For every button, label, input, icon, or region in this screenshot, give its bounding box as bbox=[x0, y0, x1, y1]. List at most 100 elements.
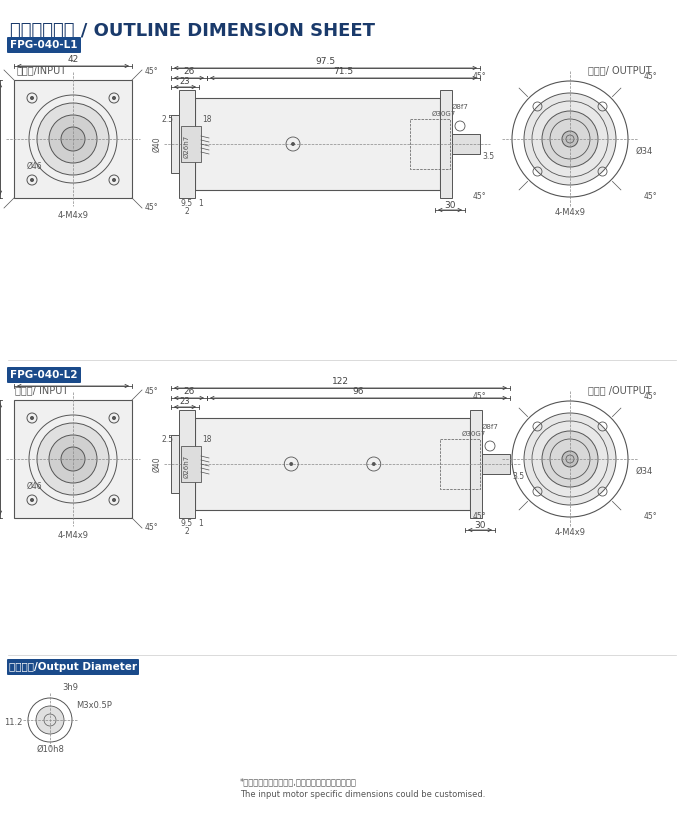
Text: Ø10h8: Ø10h8 bbox=[36, 745, 64, 754]
Bar bbox=[452, 134, 480, 154]
Circle shape bbox=[112, 178, 116, 182]
Circle shape bbox=[37, 423, 109, 495]
Text: 1: 1 bbox=[198, 519, 203, 528]
Text: 外形尺寸圖表 / OUTLINE DIMENSION SHEET: 外形尺寸圖表 / OUTLINE DIMENSION SHEET bbox=[10, 22, 375, 40]
Circle shape bbox=[291, 143, 295, 146]
Text: 45°: 45° bbox=[473, 192, 486, 201]
Text: 42: 42 bbox=[68, 376, 79, 385]
Text: 45°: 45° bbox=[473, 72, 486, 81]
Text: 9.5: 9.5 bbox=[181, 199, 193, 208]
Bar bbox=[470, 410, 482, 518]
Text: 11.2: 11.2 bbox=[3, 718, 22, 727]
Text: Ø40: Ø40 bbox=[152, 456, 161, 472]
Text: 42: 42 bbox=[68, 55, 79, 64]
Text: 2.5: 2.5 bbox=[161, 435, 173, 444]
Text: 輸入端/INPUT: 輸入端/INPUT bbox=[17, 65, 67, 75]
Text: 30: 30 bbox=[444, 200, 456, 209]
Circle shape bbox=[31, 178, 34, 182]
Text: M3x0.5P: M3x0.5P bbox=[76, 701, 112, 710]
Text: 45°: 45° bbox=[644, 392, 657, 401]
Text: Ø34: Ø34 bbox=[636, 147, 653, 156]
Text: 3.5: 3.5 bbox=[512, 472, 524, 481]
Text: 45°: 45° bbox=[473, 512, 486, 521]
Circle shape bbox=[112, 416, 116, 420]
Text: 122: 122 bbox=[332, 377, 349, 386]
Text: 23: 23 bbox=[180, 77, 190, 86]
Bar bbox=[440, 90, 452, 198]
Text: Ø40: Ø40 bbox=[152, 136, 161, 152]
Text: 1: 1 bbox=[198, 199, 203, 208]
Text: 輸入端/ INPUT: 輸入端/ INPUT bbox=[15, 385, 68, 395]
Text: 18: 18 bbox=[202, 115, 212, 124]
Circle shape bbox=[562, 131, 578, 147]
Text: 輸出端/ OUTPUT: 輸出端/ OUTPUT bbox=[588, 65, 652, 75]
Circle shape bbox=[31, 96, 34, 99]
FancyBboxPatch shape bbox=[7, 367, 81, 383]
Text: 71.5: 71.5 bbox=[333, 68, 354, 77]
Text: Ø26h7: Ø26h7 bbox=[184, 455, 190, 478]
Text: Ø46: Ø46 bbox=[26, 162, 42, 171]
Text: 26: 26 bbox=[183, 68, 195, 77]
Text: 4-M4x9: 4-M4x9 bbox=[57, 211, 88, 220]
Circle shape bbox=[290, 462, 293, 465]
Text: 97.5: 97.5 bbox=[315, 58, 336, 67]
Circle shape bbox=[49, 435, 97, 483]
FancyBboxPatch shape bbox=[7, 659, 139, 675]
Text: 18: 18 bbox=[202, 435, 212, 444]
Text: Ø30G7: Ø30G7 bbox=[432, 111, 456, 117]
Text: Ø26h7: Ø26h7 bbox=[184, 134, 190, 157]
Text: 2: 2 bbox=[185, 207, 189, 216]
Circle shape bbox=[61, 447, 85, 471]
Text: 26: 26 bbox=[183, 387, 195, 397]
Bar bbox=[179, 90, 195, 198]
Text: Ø34: Ø34 bbox=[636, 467, 653, 476]
Circle shape bbox=[31, 416, 34, 420]
Text: 45°: 45° bbox=[644, 192, 657, 201]
Circle shape bbox=[372, 462, 376, 465]
Circle shape bbox=[542, 111, 598, 167]
Text: 45°: 45° bbox=[145, 68, 159, 77]
Text: 輸出軸徑/Output Diameter: 輸出軸徑/Output Diameter bbox=[9, 662, 137, 672]
Text: 4-M4x9: 4-M4x9 bbox=[555, 208, 586, 217]
Bar bbox=[179, 410, 195, 518]
Text: Ø8f7: Ø8f7 bbox=[451, 104, 469, 110]
Text: 4-M4x9: 4-M4x9 bbox=[555, 528, 586, 537]
Circle shape bbox=[524, 413, 616, 505]
Text: 3h9: 3h9 bbox=[62, 683, 78, 692]
Bar bbox=[482, 454, 510, 474]
Circle shape bbox=[562, 451, 578, 467]
Bar bbox=[410, 119, 450, 169]
Text: 4-M4x9: 4-M4x9 bbox=[57, 531, 88, 540]
Circle shape bbox=[36, 706, 64, 734]
Text: 45°: 45° bbox=[644, 512, 657, 521]
Text: 45°: 45° bbox=[145, 204, 159, 213]
Circle shape bbox=[542, 431, 598, 487]
Bar bbox=[14, 80, 132, 198]
Text: 3.5: 3.5 bbox=[482, 152, 494, 161]
Bar bbox=[171, 115, 179, 173]
Text: Ø8f7: Ø8f7 bbox=[482, 424, 499, 430]
Text: 輸出端 /OUTPUT: 輸出端 /OUTPUT bbox=[588, 385, 652, 395]
Bar bbox=[195, 98, 440, 190]
Circle shape bbox=[61, 127, 85, 151]
Text: 23: 23 bbox=[180, 398, 190, 407]
Text: 30: 30 bbox=[474, 521, 486, 530]
Circle shape bbox=[112, 96, 116, 99]
Text: FPG-040-L1: FPG-040-L1 bbox=[10, 40, 78, 50]
Text: FPG-040-L2: FPG-040-L2 bbox=[10, 370, 78, 380]
Bar bbox=[181, 126, 201, 162]
Circle shape bbox=[112, 499, 116, 501]
Text: Ø30G7: Ø30G7 bbox=[462, 431, 486, 437]
Text: 45°: 45° bbox=[145, 387, 159, 397]
Text: Ø46: Ø46 bbox=[26, 482, 42, 491]
Circle shape bbox=[524, 93, 616, 185]
Text: *輸入馬達連接板之尺寸,可根據客戶要求單独定做。
The input motor specific dimensions could be customised: *輸入馬達連接板之尺寸,可根據客戶要求單独定做。 The input motor… bbox=[240, 777, 486, 799]
FancyBboxPatch shape bbox=[7, 37, 81, 53]
Text: 45°: 45° bbox=[644, 72, 657, 81]
Circle shape bbox=[37, 103, 109, 175]
Text: 96: 96 bbox=[353, 387, 365, 397]
Text: 45°: 45° bbox=[145, 523, 159, 532]
Text: 45°: 45° bbox=[473, 392, 486, 401]
Bar bbox=[171, 435, 179, 493]
Bar bbox=[181, 446, 201, 482]
